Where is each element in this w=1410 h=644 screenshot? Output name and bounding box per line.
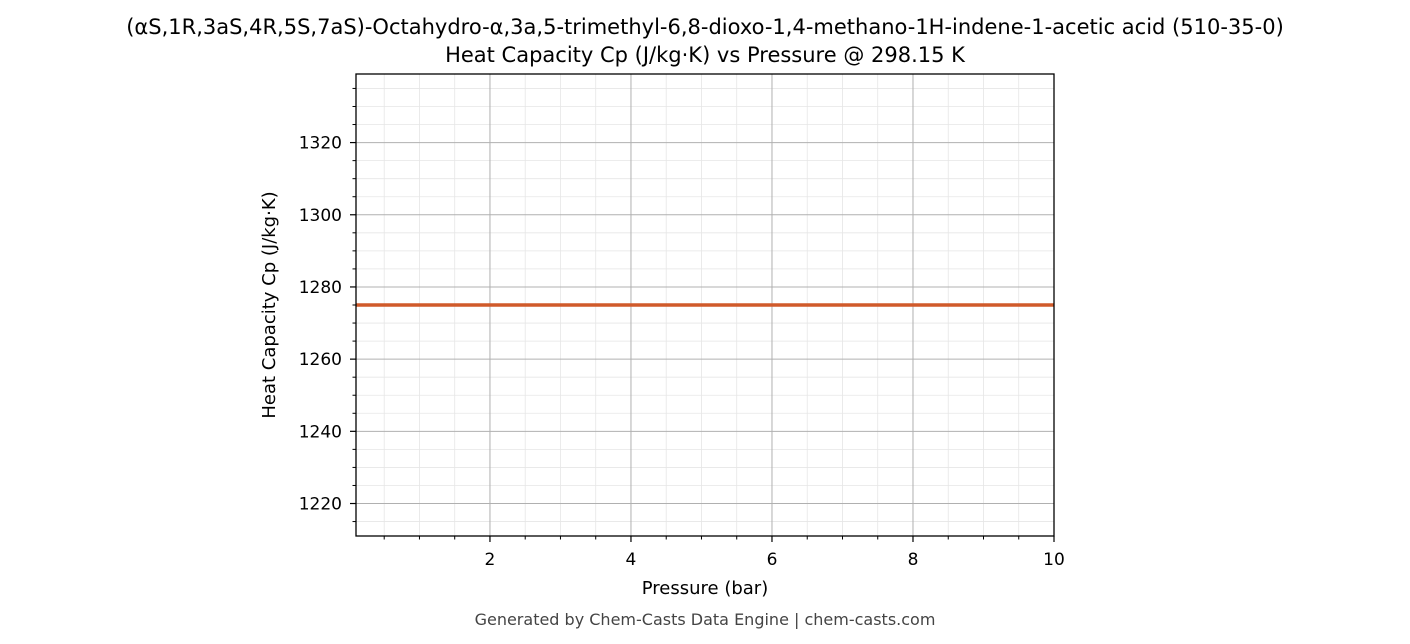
- chart-subtitle: Heat Capacity Cp (J/kg·K) vs Pressure @ …: [445, 43, 966, 67]
- major-grid: [356, 74, 1054, 536]
- footer-credit: Generated by Chem-Casts Data Engine | ch…: [475, 610, 936, 629]
- x-tick-label: 2: [485, 550, 496, 570]
- chart-title: (αS,1R,3aS,4R,5S,7aS)-Octahydro-α,3a,5-t…: [126, 15, 1284, 39]
- x-axis: 2 4 6 8 10: [383, 536, 1065, 570]
- x-tick-label: 8: [908, 550, 919, 570]
- y-axis: 1220 1240 1260 1280 1300 1320: [299, 87, 356, 523]
- x-tick-label: 4: [626, 550, 637, 570]
- y-tick-label: 1220: [299, 495, 342, 515]
- y-tick-label: 1300: [299, 206, 342, 226]
- x-axis-label: Pressure (bar): [642, 578, 768, 599]
- y-tick-label: 1320: [299, 134, 342, 154]
- plot-area: [355, 73, 1055, 537]
- x-tick-label: 10: [1043, 550, 1065, 570]
- y-tick-label: 1240: [299, 422, 342, 442]
- y-tick-label: 1280: [299, 278, 342, 298]
- y-tick-label: 1260: [299, 350, 342, 370]
- x-tick-label: 6: [767, 550, 778, 570]
- y-axis-label: Heat Capacity Cp (J/kg·K): [259, 191, 280, 418]
